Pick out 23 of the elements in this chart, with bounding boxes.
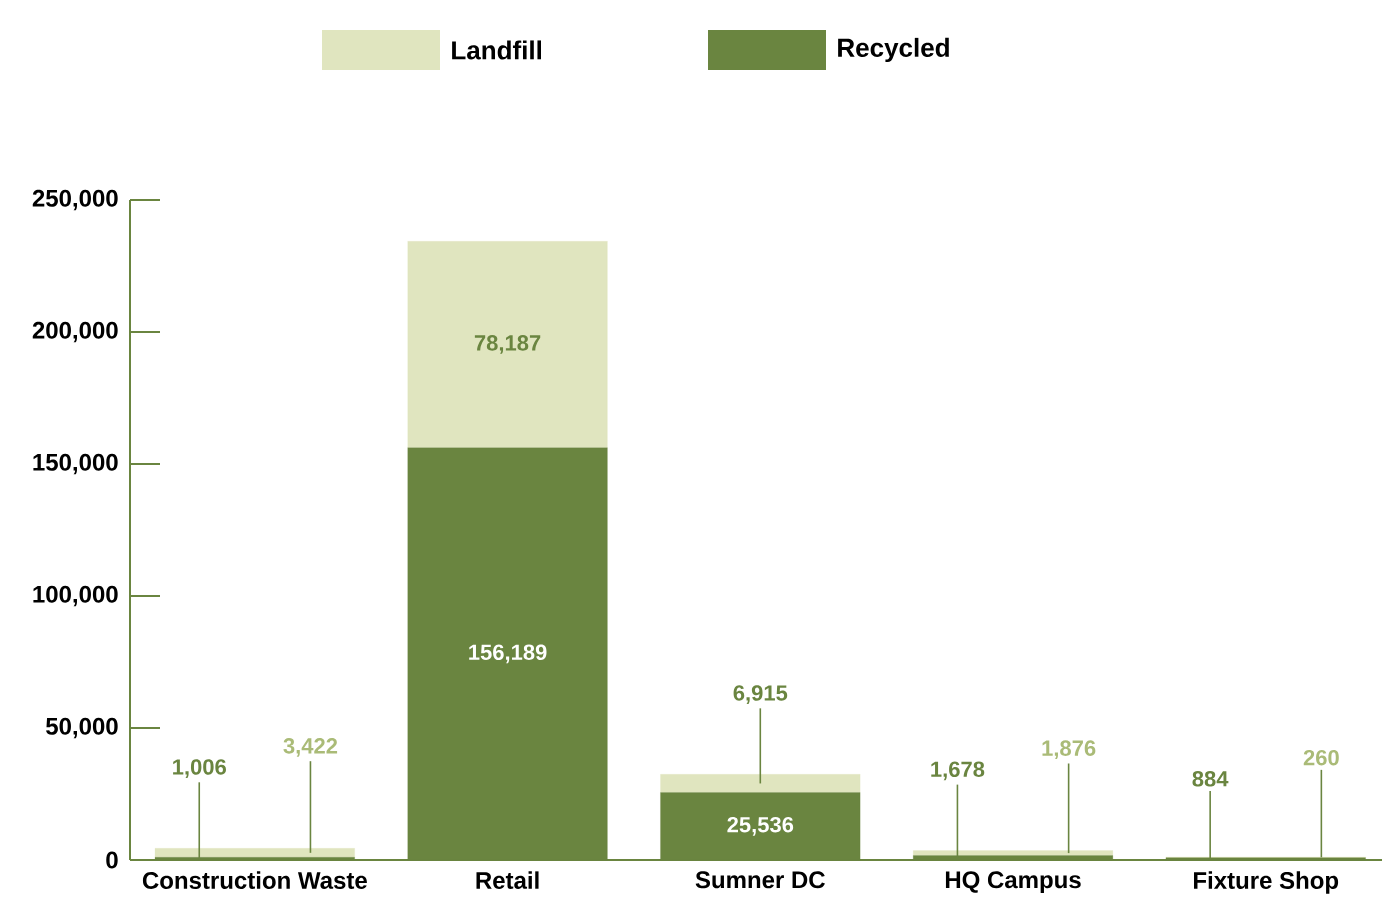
x-tick-label: HQ Campus (945, 871, 1081, 894)
data-label: 1,876 (1042, 740, 1096, 760)
x-tick-label: Fixture Shop (1194, 871, 1339, 894)
y-tick-label: 150,000 (33, 453, 118, 475)
data-label: 156,189 (469, 644, 547, 664)
y-tick-label: 200,000 (32, 321, 118, 343)
data-label: 3,422 (283, 738, 338, 757)
data-label: 884 (1192, 771, 1229, 787)
x-tick-label: Retail (476, 871, 539, 889)
x-tick-label: Construction Waste (142, 871, 367, 889)
data-label: 1,006 (173, 759, 226, 778)
data-label: 6,915 (733, 685, 788, 704)
y-tick-label: 0 (106, 851, 118, 869)
data-label: 25,536 (727, 816, 794, 836)
data-label: 78,187 (474, 335, 541, 354)
y-tick-label: 100,000 (33, 585, 118, 607)
data-label: 260 (1303, 749, 1339, 766)
y-tick-label: 50,000 (46, 717, 118, 739)
legend-label: Recycled (838, 37, 949, 63)
x-tick-label: Sumner DC (695, 871, 825, 889)
legend-label: Landfill (452, 40, 542, 60)
y-tick-label: 250,000 (32, 189, 118, 211)
data-label: 1,678 (931, 761, 985, 781)
